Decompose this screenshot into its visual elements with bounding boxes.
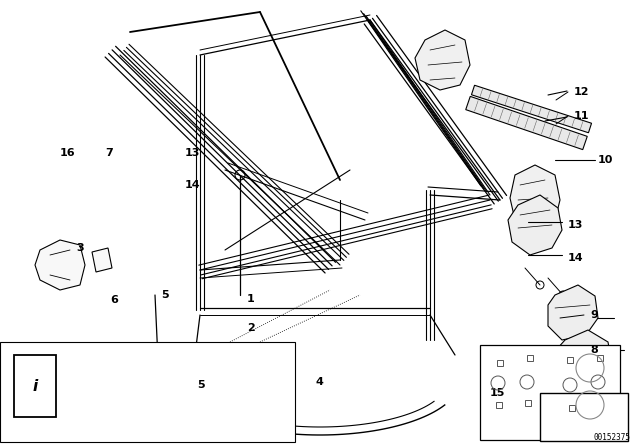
Text: i: i: [33, 379, 38, 393]
Text: 13: 13: [568, 220, 584, 230]
Polygon shape: [510, 165, 560, 230]
Text: 12: 12: [574, 87, 589, 97]
Text: 14: 14: [568, 253, 584, 263]
Bar: [540, 393, 628, 441]
Polygon shape: [466, 96, 588, 150]
Bar: [480, 345, 620, 440]
Text: 10: 10: [598, 155, 613, 165]
Text: 4: 4: [315, 377, 323, 387]
Polygon shape: [472, 85, 591, 133]
Text: 7: 7: [105, 148, 113, 158]
Text: 14: 14: [185, 180, 200, 190]
Polygon shape: [508, 195, 562, 255]
Text: 6: 6: [110, 295, 118, 305]
Polygon shape: [548, 285, 598, 340]
Text: 00152375: 00152375: [593, 433, 630, 442]
Text: 3: 3: [76, 243, 84, 253]
Text: 5: 5: [161, 290, 168, 300]
Polygon shape: [92, 248, 112, 272]
Text: 11: 11: [574, 111, 589, 121]
Bar: [14, 355, 56, 417]
Text: 15: 15: [490, 388, 506, 398]
Text: 2: 2: [247, 323, 255, 333]
Text: 5: 5: [197, 380, 205, 390]
Text: 13: 13: [185, 148, 200, 158]
Bar: [0, 342, 295, 442]
Polygon shape: [415, 30, 470, 90]
Text: 16: 16: [60, 148, 76, 158]
Polygon shape: [35, 240, 85, 290]
Polygon shape: [556, 330, 612, 388]
Text: 1: 1: [247, 294, 255, 304]
Text: 9: 9: [590, 310, 598, 320]
Text: 8: 8: [590, 345, 598, 355]
